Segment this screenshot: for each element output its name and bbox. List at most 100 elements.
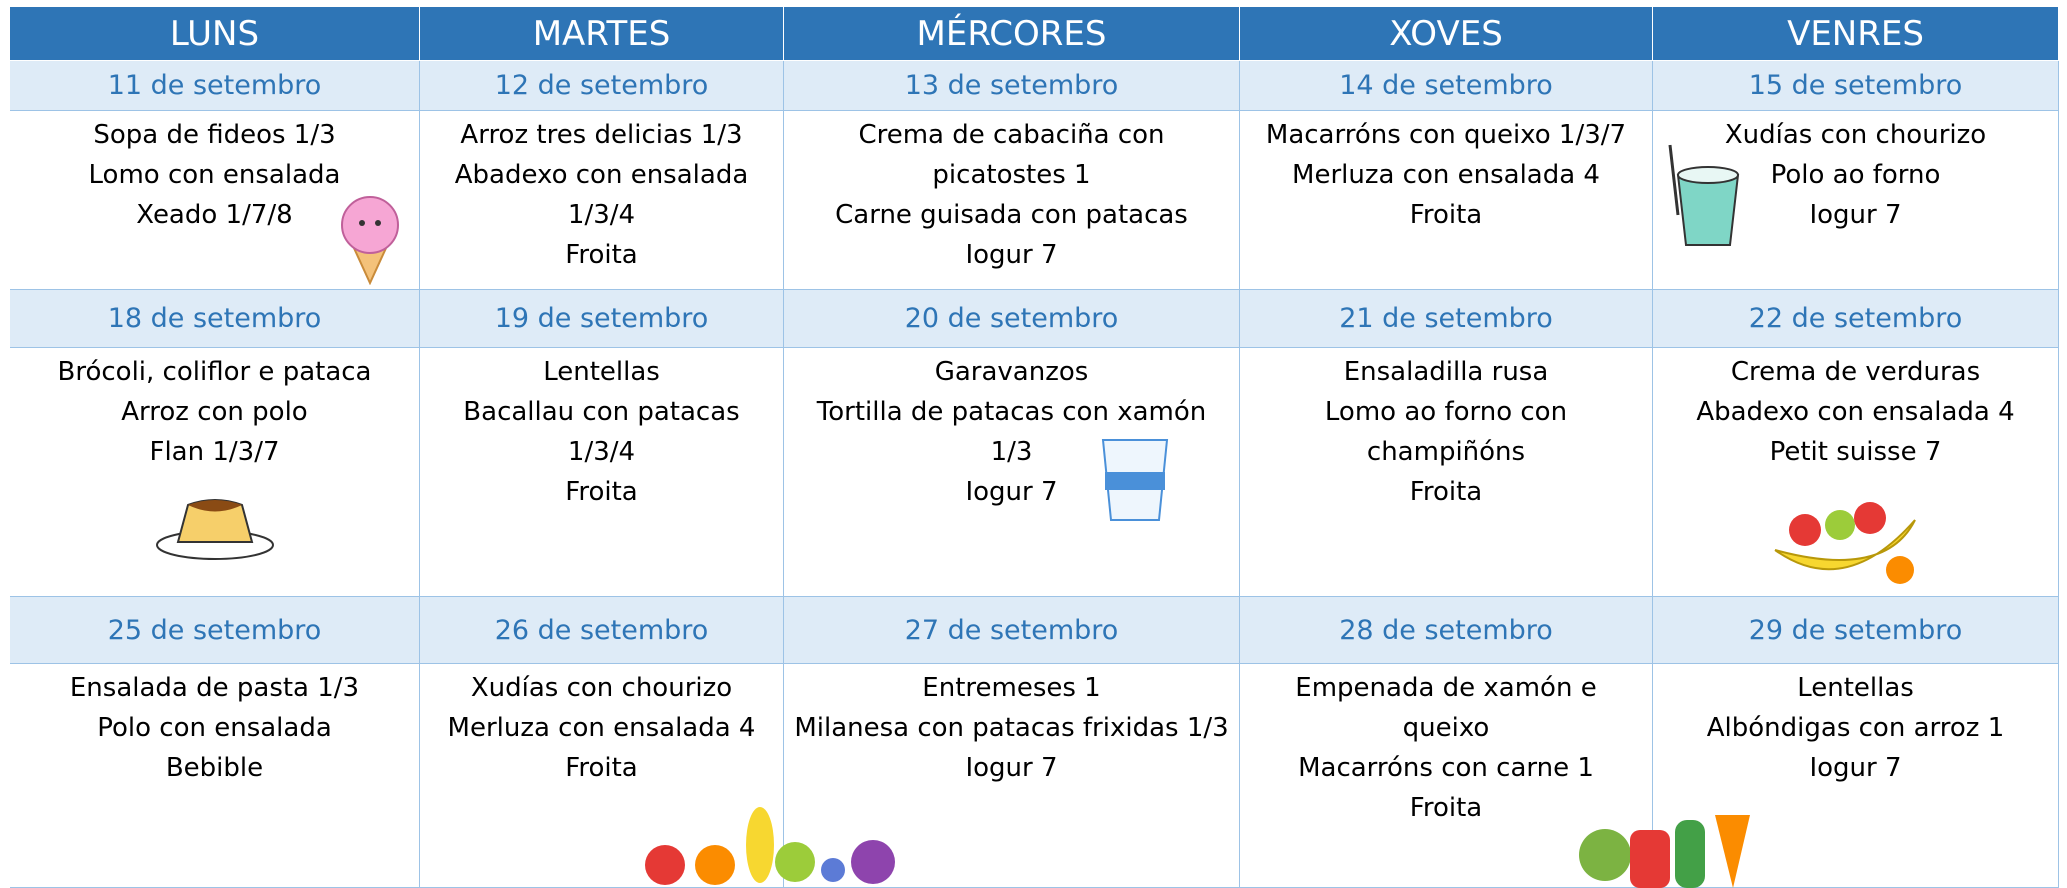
- dish: Albóndigas con arroz 1: [1706, 713, 2005, 743]
- dish: Flan 1/3/7: [149, 437, 280, 467]
- date-cell: 27 de setembro: [784, 597, 1240, 664]
- dish: Lentellas: [543, 357, 660, 387]
- dish: Merluza con ensalada 4: [1292, 160, 1600, 190]
- menu-cell: Lentellas Bacallau con patacas 1/3/4 Froit…: [420, 348, 784, 597]
- dish: Froita: [1409, 477, 1483, 507]
- menu-cell: Arroz tres delicias 1/3 Abadexo con ensal…: [420, 111, 784, 290]
- date-label: 15 de setembro: [1748, 70, 1963, 101]
- date-label: 13 de setembro: [904, 70, 1119, 101]
- day-name: XOVES: [1389, 14, 1503, 54]
- date-cell: 15 de setembro: [1653, 61, 2059, 111]
- day-header: VENRES: [1653, 7, 2059, 61]
- dish: Xudías con chourizo: [1724, 120, 1987, 150]
- dish: Froita: [565, 477, 638, 507]
- menu-cell: Crema de verduras Abadexo con ensalada 4 P…: [1653, 348, 2059, 597]
- dish: Petit suisse 7: [1769, 437, 1942, 467]
- dish: Iogur 7: [965, 477, 1058, 507]
- day-name: MÉRCORES: [916, 14, 1107, 54]
- date-label: 20 de setembro: [904, 303, 1119, 334]
- dish: Ensalada de pasta 1/3: [69, 673, 360, 703]
- date-label: 12 de setembro: [494, 70, 709, 101]
- day-header: LUNS: [10, 7, 420, 61]
- date-label: 22 de setembro: [1748, 303, 1963, 334]
- menu-cell: Xudías con chourizo Polo ao forno Iogur 7: [1653, 111, 2059, 290]
- date-cell: 29 de setembro: [1653, 597, 2059, 664]
- menu-cell: Lentellas Albóndigas con arroz 1 Iogur 7: [1653, 664, 2059, 888]
- dish: Sopa de fideos 1/3: [93, 120, 336, 150]
- day-header: MÉRCORES: [784, 7, 1240, 61]
- dish: Merluza con ensalada 4: [447, 713, 756, 743]
- date-cell: 11 de setembro: [10, 61, 420, 111]
- dish: Macarróns con queixo 1/3/7: [1265, 120, 1627, 150]
- date-cell: 18 de setembro: [10, 290, 420, 348]
- date-label: 21 de setembro: [1339, 303, 1553, 334]
- dish: Bebible: [165, 753, 264, 783]
- date-label: 18 de setembro: [107, 303, 322, 334]
- day-header: XOVES: [1240, 7, 1653, 61]
- yogurt-icon: [1101, 439, 1169, 521]
- dish: Iogur 7: [965, 240, 1058, 270]
- date-label: 27 de setembro: [904, 614, 1119, 646]
- date-cell: 19 de setembro: [420, 290, 784, 348]
- dish: Entremeses 1: [922, 673, 1101, 703]
- menu-cell: Sopa de fideos 1/3 Lomo con ensalada Xeado…: [10, 111, 420, 290]
- dish: Crema de verduras: [1730, 357, 1981, 387]
- dish: Arroz con polo: [121, 397, 308, 427]
- date-cell: 28 de setembro: [1240, 597, 1653, 664]
- dish: Lentellas: [1797, 673, 1914, 703]
- date-label: 25 de setembro: [107, 614, 322, 646]
- dish: Abadexo con ensalada 4: [1696, 397, 2015, 427]
- menu-cell: Garavanzos Tortilla de patacas con xamón …: [784, 348, 1240, 597]
- yogurt-icon: [1668, 144, 1740, 246]
- dish: Abadexo con ensalada 1/3/4: [454, 160, 749, 230]
- date-cell: 25 de setembro: [10, 597, 420, 664]
- day-name: VENRES: [1787, 14, 1924, 54]
- dish: Froita: [565, 753, 638, 783]
- dish: Empenada de xamón e queixo: [1295, 673, 1597, 743]
- flan-icon: [156, 499, 274, 560]
- date-cell: 13 de setembro: [784, 61, 1240, 111]
- dish: Xeado 1/7/8: [136, 200, 293, 230]
- date-cell: 20 de setembro: [784, 290, 1240, 348]
- dish: Crema de cabaciña con picatostes 1: [858, 120, 1165, 190]
- day-header: MARTES: [420, 7, 784, 61]
- date-label: 19 de setembro: [494, 303, 709, 334]
- menu-cell: Crema de cabaciña con picatostes 1 Carne …: [784, 111, 1240, 290]
- dish: Froita: [1409, 793, 1483, 823]
- ice-cream-icon: [341, 196, 399, 285]
- dish: Lomo con ensalada: [88, 160, 341, 190]
- dish: Iogur 7: [1809, 200, 1902, 230]
- date-cell: 14 de setembro: [1240, 61, 1653, 111]
- date-cell: 26 de setembro: [420, 597, 784, 664]
- dish: Lomo ao forno con champiñóns: [1324, 397, 1568, 467]
- menu-cell: Brócoli, coliflor e pataca Arroz con polo…: [10, 348, 420, 597]
- dish: Macarróns con carne 1: [1298, 753, 1594, 783]
- dish: Polo con ensalada: [97, 713, 332, 743]
- date-label: 11 de setembro: [107, 70, 322, 101]
- dish: Garavanzos: [934, 357, 1089, 387]
- dish: Ensaladilla rusa: [1343, 357, 1549, 387]
- date-cell: 21 de setembro: [1240, 290, 1653, 348]
- day-name: LUNS: [169, 14, 260, 54]
- dish: Arroz tres delicias 1/3: [460, 120, 743, 150]
- dish: Bacallau con patacas 1/3/4: [463, 397, 740, 467]
- date-label: 14 de setembro: [1339, 70, 1553, 101]
- date-label: 26 de setembro: [494, 614, 709, 646]
- vegetables-icon: [1579, 815, 1750, 888]
- date-label: 28 de setembro: [1339, 614, 1553, 646]
- date-label: 29 de setembro: [1748, 614, 1963, 646]
- dish: Milanesa con patacas frixidas 1/3: [794, 713, 1229, 743]
- menu-cell: Ensaladilla rusa Lomo ao forno con champi…: [1240, 348, 1653, 597]
- fruit-icon: [1774, 502, 1916, 584]
- date-cell: 12 de setembro: [420, 61, 784, 111]
- dish: Iogur 7: [1809, 753, 1902, 783]
- dish: Tortilla de patacas con xamón 1/3: [816, 397, 1207, 467]
- dish: Brócoli, coliflor e pataca: [57, 357, 372, 387]
- dish: Froita: [1409, 200, 1483, 230]
- menu-cell: Xudías con chourizo Merluza con ensalada …: [420, 664, 784, 888]
- menu-cell: Macarróns con queixo 1/3/7 Merluza con en…: [1240, 111, 1653, 290]
- date-cell: 22 de setembro: [1653, 290, 2059, 348]
- dish: Xudías con chourizo: [470, 673, 733, 703]
- dish: Polo ao forno: [1770, 160, 1941, 190]
